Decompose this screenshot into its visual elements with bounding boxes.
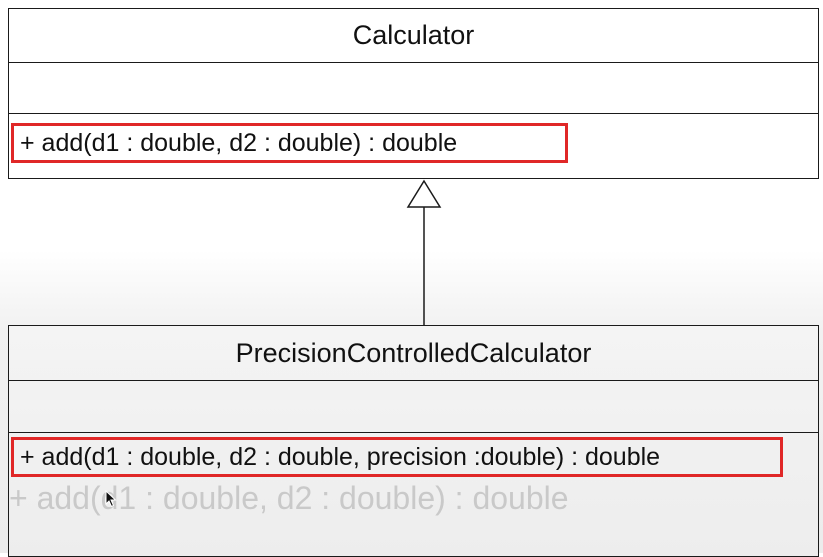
class-precision-controlled-calculator[interactable]: PrecisionControlledCalculator + add(d1 :… bbox=[8, 325, 819, 557]
operation-signature: + add(d1 : double, d2 : double, precisio… bbox=[20, 442, 661, 471]
class-name-compartment: PrecisionControlledCalculator bbox=[9, 326, 818, 381]
class-name: Calculator bbox=[352, 20, 475, 50]
operations-compartment: + add(d1 : double, d2 : double, precisio… bbox=[9, 433, 818, 555]
class-name-compartment: Calculator bbox=[9, 9, 818, 63]
faded-operation-add: + add(d1 : double, d2 : double) : double bbox=[9, 480, 569, 516]
operation-signature: + add(d1 : double, d2 : double) : double bbox=[20, 128, 458, 157]
operation-add-highlighted[interactable]: + add(d1 : double, d2 : double) : double bbox=[11, 123, 568, 163]
mouse-cursor-icon bbox=[105, 490, 117, 508]
class-calculator[interactable]: Calculator + add(d1 : double, d2 : doubl… bbox=[8, 8, 819, 179]
hollow-triangle-icon bbox=[406, 179, 442, 208]
attributes-compartment bbox=[9, 381, 818, 433]
class-name: PrecisionControlledCalculator bbox=[235, 337, 592, 368]
operation-add-precision-highlighted[interactable]: + add(d1 : double, d2 : double, precisio… bbox=[11, 437, 783, 477]
attributes-compartment bbox=[9, 63, 818, 114]
operations-compartment: + add(d1 : double, d2 : double) : double bbox=[9, 114, 818, 177]
